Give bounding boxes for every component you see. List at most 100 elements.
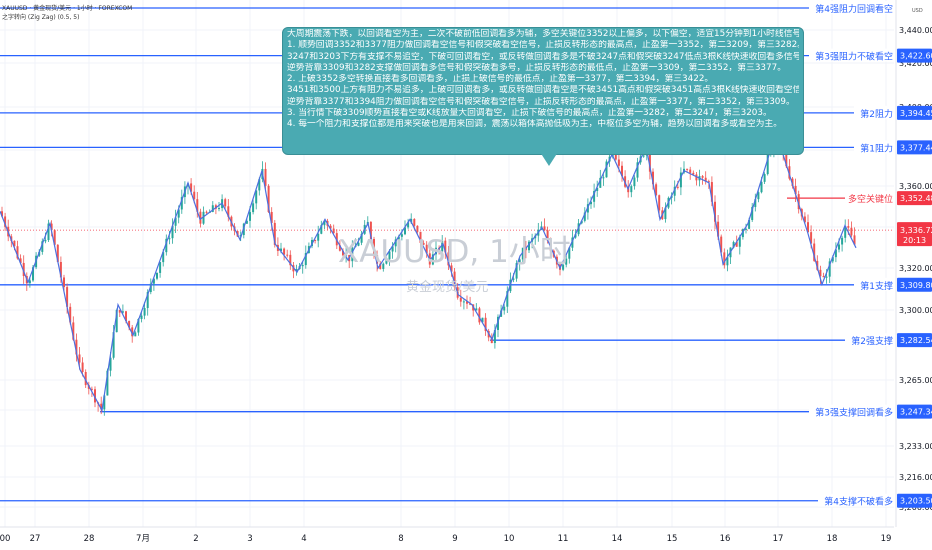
candle-body: [450, 265, 453, 272]
bar-countdown: 20:13: [903, 236, 926, 245]
candle-body: [218, 208, 220, 210]
candle-body: [13, 240, 16, 247]
currency-label: USD: [912, 8, 923, 14]
candle-body: [741, 229, 744, 238]
x-tick-label: 10: [504, 534, 515, 544]
level-price-label: 3,309.80: [900, 281, 932, 290]
candle-body: [320, 225, 323, 234]
y-tick-label: 3,440.00: [899, 26, 932, 35]
annotation-line: 逆势背靠3377和3394阻力做回调看空信号和假突破看空信号，止损反转形态的最高…: [287, 96, 795, 107]
candle-body: [66, 287, 69, 307]
candle-body: [270, 211, 273, 223]
candle-body: [360, 233, 363, 243]
x-tick-label: 3: [247, 534, 252, 544]
candle-body: [822, 276, 825, 278]
level-price-label: 3,203.50: [900, 497, 932, 506]
candle-body: [146, 292, 149, 309]
candle-body: [205, 211, 208, 213]
candle-body: [834, 249, 837, 258]
candle-body: [59, 261, 62, 278]
candle-body: [1, 211, 3, 217]
candle-body: [171, 225, 174, 239]
candle-body: [121, 311, 124, 313]
candle-body: [245, 220, 248, 224]
candle-body: [227, 206, 230, 217]
candle-body: [614, 151, 617, 160]
candle-body: [679, 172, 682, 188]
level-name-bg: [845, 333, 894, 347]
candle-body: [605, 161, 608, 178]
candle-body: [193, 191, 196, 200]
candle-body: [655, 184, 658, 196]
annotation-line: 大周期震荡下跌，以回调看空为主，二次不破前低回调看多为辅，多空关键位3352以上…: [287, 29, 799, 39]
candle-body: [50, 223, 53, 231]
symbol-header: XAUUSD · 黄金现货/美元 · 1小时 · FOREXCOM: [2, 5, 133, 12]
candle-body: [162, 252, 165, 263]
candle-body: [196, 199, 199, 212]
candle-body: [211, 205, 214, 212]
candle-body: [481, 317, 484, 323]
candle-body: [407, 222, 410, 228]
candle-body: [791, 178, 794, 186]
x-tick-label: 2: [193, 534, 198, 544]
candle-body: [751, 207, 754, 220]
candle-body: [267, 185, 270, 212]
annotation-callout[interactable]: [282, 27, 804, 155]
level-name-bg: [854, 140, 894, 154]
candle-body: [760, 181, 763, 193]
candle-body: [462, 301, 465, 303]
candle-body: [413, 218, 416, 226]
candle-body: [156, 272, 158, 279]
candle-body: [134, 332, 137, 337]
candle-body: [342, 250, 344, 256]
x-tick-label: 4: [301, 534, 306, 544]
candle-body: [109, 357, 112, 371]
candle-body: [617, 159, 620, 166]
candle-body: [286, 254, 289, 256]
candle-body: [373, 238, 375, 255]
candle-body: [168, 238, 171, 240]
annotation-line: 4. 每一个阻力和支撑位都是用来突破也是用来回调，震荡以箱体高抛低吸为主，中枢位…: [287, 119, 783, 130]
candle-body: [152, 278, 155, 284]
candle-body: [264, 168, 267, 186]
annotation-line: 3451和3500上方有阻力不易追多，上破可回调看多，或反转做回调看空是不破34…: [287, 85, 799, 96]
candle-body: [475, 308, 478, 311]
candle-body: [648, 151, 651, 172]
candle-body: [847, 226, 850, 228]
candle-body: [819, 269, 822, 277]
candle-body: [16, 246, 19, 259]
candle-body: [803, 216, 806, 223]
candle-body: [515, 263, 518, 279]
candle-body: [382, 263, 385, 269]
candle-body: [165, 238, 168, 253]
level-name-bg: [809, 404, 894, 418]
candle-body: [69, 306, 72, 323]
level-price-tag: [897, 493, 932, 508]
candle-body: [252, 203, 255, 213]
level-price-label: 3,352.48: [900, 194, 932, 203]
candle-body: [103, 395, 106, 410]
candle-body: [431, 254, 434, 265]
annotation-line: 3. 当行情下破3309顺势直接看空或K线放量大回调看空，止损下破信号的最高点，…: [287, 108, 772, 119]
level-name: 第4强阻力回调看空: [815, 3, 893, 15]
candle-body: [565, 258, 568, 265]
level-name: 第2阻力: [860, 108, 893, 120]
candle-body: [497, 316, 499, 330]
zigzag-line: [0, 130, 857, 413]
candle-body: [391, 246, 394, 252]
candle-body: [404, 227, 406, 235]
annotation-line: 1. 顺势回调3352和3377阻力做回调看空信号和假突破看空信号，止损反转形态…: [287, 40, 799, 51]
candle-body: [32, 267, 34, 281]
candle-body: [388, 251, 391, 260]
candle-body: [658, 195, 661, 211]
candle-body: [425, 244, 428, 254]
candle-body: [723, 252, 726, 266]
level-price-tag: [897, 333, 932, 348]
candle-body: [676, 186, 679, 188]
candle-body: [695, 174, 698, 181]
candle-body: [100, 403, 103, 410]
candle-body: [493, 329, 496, 344]
candle-body: [128, 321, 131, 328]
candle-body: [72, 322, 75, 340]
